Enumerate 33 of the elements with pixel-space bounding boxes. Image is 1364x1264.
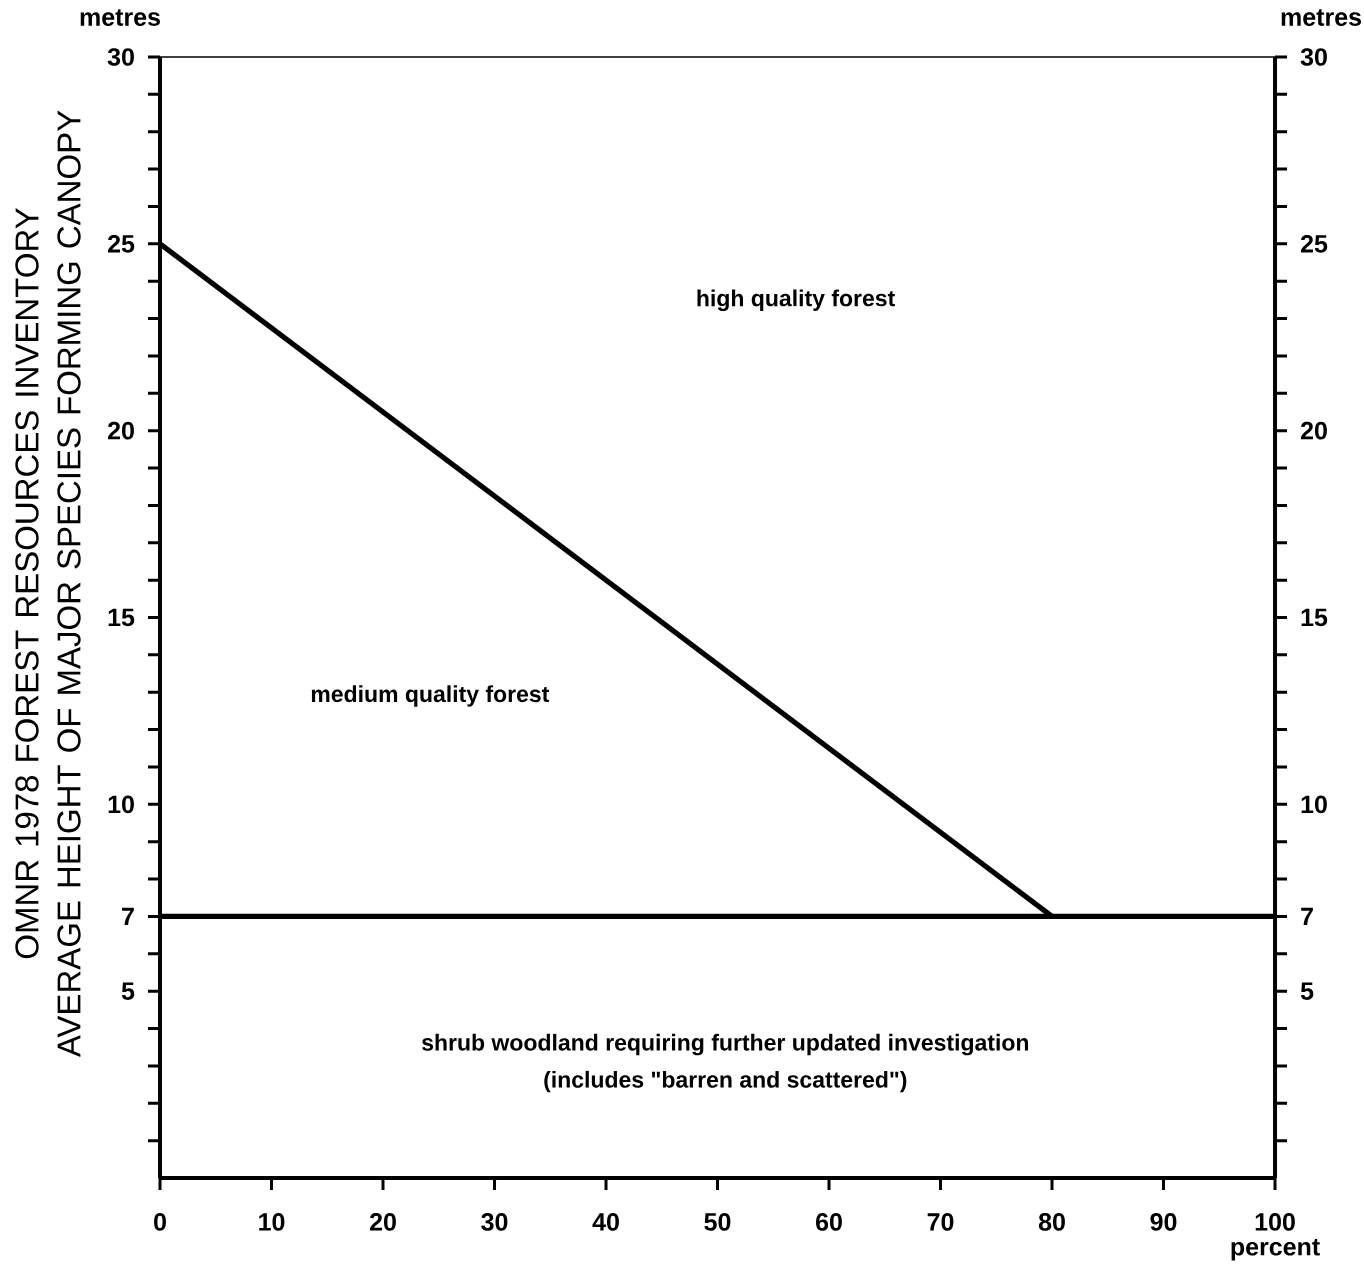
y2-axis-title: metres [1281,9,1361,26]
annotation: (includes "barren and scattered") [544,1070,907,1093]
y2-tick-label: 10 [1301,795,1327,814]
y-tick-label: 15 [108,608,135,627]
y2-tick-label: 30 [1300,48,1327,66]
x-tick-label: 40 [592,1213,619,1231]
annotation: medium quality forest [311,685,550,707]
x-tick-label: 10 [259,1213,285,1231]
x-tick-label: 0 [154,1213,166,1231]
x-tick-label: 30 [481,1213,508,1231]
y2-tick-label: 7 [1301,907,1313,926]
x-tick-label: 100 [1255,1213,1295,1231]
annotation: high quality forest [697,289,895,311]
x-tick-label: 60 [816,1213,842,1231]
y-tick-label: 30 [107,48,134,66]
x-axis-title: percent [1231,1239,1320,1261]
y-tick-label: 20 [108,421,134,440]
x-tick-label: 80 [1038,1213,1065,1231]
text: metres [80,9,160,26]
x-tick-label: 90 [1150,1213,1177,1231]
y-tick-label: 25 [108,234,135,253]
y2-tick-label: 20 [1300,421,1327,440]
y2-tick-label: 25 [1300,234,1328,253]
y-axis-title: OMNR 1978 FOREST RESOURCES INVENTORY AVERAGE HEIGHT OF MAJOR SPECIES FORMING CANOPY [15,110,81,1058]
y2-tick-label: 5 [1300,982,1314,1000]
y-tick-label: 5 [121,982,135,1000]
x-tick-label: 50 [704,1213,731,1231]
annotation: shrub woodland requiring further updated investigation [422,1033,1029,1056]
y-tick-label: 10 [108,795,134,814]
x-tick-label: 70 [927,1213,954,1231]
y2-tick-label: 15 [1301,608,1328,627]
y-tick-label: 7 [122,907,134,926]
x-tick-label: 20 [369,1213,396,1231]
